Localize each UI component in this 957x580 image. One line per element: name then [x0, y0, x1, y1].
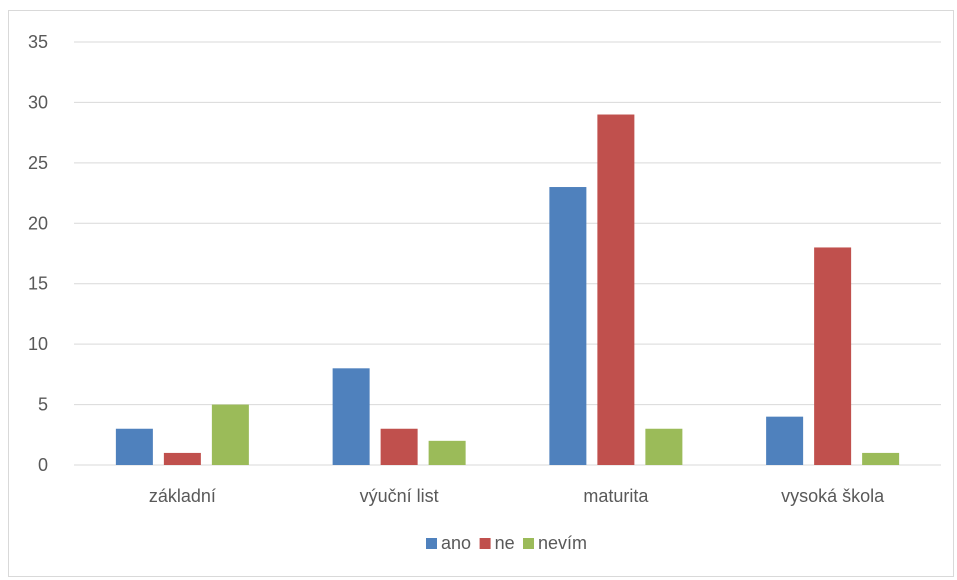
- x-axis-categories: základní výuční list maturita vysoká škola: [149, 486, 885, 506]
- legend-swatch-ano: [426, 538, 437, 549]
- bar-nevím-1: [428, 440, 466, 465]
- bar-nevím-0: [211, 404, 249, 465]
- x-category-label: maturita: [583, 486, 649, 506]
- y-tick-label: 10: [28, 334, 48, 354]
- chart-frame: [8, 10, 954, 577]
- legend: ano ne nevím: [426, 533, 587, 553]
- bar-nevím-3: [862, 452, 900, 465]
- y-tick-label: 25: [28, 153, 48, 173]
- bars: [115, 114, 900, 465]
- x-category-label: vysoká škola: [781, 486, 885, 506]
- bar-ne-0: [163, 452, 201, 465]
- y-tick-label: 5: [38, 395, 48, 415]
- legend-label-nevím: nevím: [538, 533, 587, 553]
- legend-label-ano: ano: [441, 533, 471, 553]
- bar-ne-2: [597, 114, 635, 465]
- bar-ano-1: [332, 368, 370, 465]
- legend-swatch-nevím: [523, 538, 534, 549]
- y-tick-label: 20: [28, 213, 48, 233]
- legend-swatch-ne: [479, 538, 491, 549]
- grid-lines: [74, 41, 941, 466]
- bar-ano-0: [115, 428, 153, 465]
- bar-ano-3: [766, 416, 804, 465]
- legend-label-ne: ne: [495, 533, 515, 553]
- y-tick-label: 0: [38, 455, 48, 475]
- y-axis-ticks: 0 5 10 15 20 25 30 35: [28, 32, 48, 475]
- bar-ne-3: [814, 247, 852, 465]
- y-tick-label: 35: [28, 32, 48, 52]
- bar-ne-1: [380, 428, 418, 465]
- bar-ano-2: [549, 187, 587, 465]
- y-tick-label: 30: [28, 92, 48, 112]
- x-category-label: základní: [149, 486, 216, 506]
- x-category-label: výuční list: [360, 486, 439, 506]
- y-tick-label: 15: [28, 274, 48, 294]
- bar-nevím-2: [645, 428, 683, 465]
